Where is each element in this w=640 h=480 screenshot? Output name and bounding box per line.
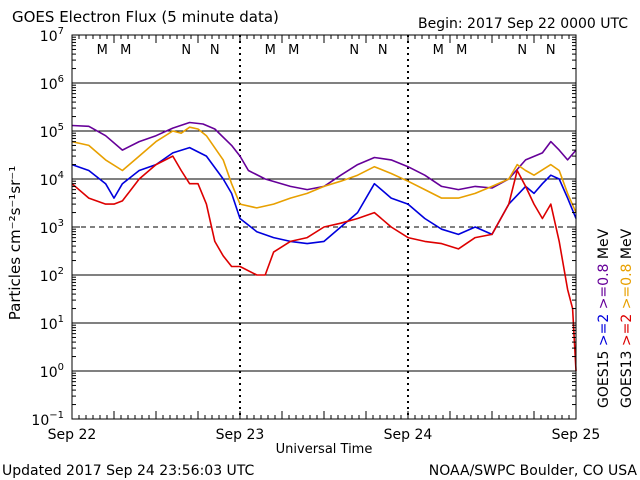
legend-item: >=2 [619,309,635,346]
y-tick-label: 102 [40,266,64,285]
y-axis-label: Particles cm⁻²s⁻¹sr⁻¹ [6,166,24,320]
y-tick-label: 106 [40,74,64,93]
mn-marker: M [265,43,276,58]
x-tick-label: Sep 22 [48,427,97,443]
legend-entry: GOES15 >=2 >=0.8 MeV [596,228,612,408]
legend-item: >=0.8 [596,259,612,309]
x-tick-label: Sep 25 [552,427,601,443]
series-line [71,126,577,213]
y-tick-label: 103 [40,218,64,237]
series-layer [71,121,577,372]
legend-item: MeV [596,228,612,259]
mn-marker: N [181,43,191,58]
y-tick-label: 101 [40,314,64,333]
y-tick-label: 107 [40,26,64,45]
legend-item: MeV [619,228,635,259]
x-axis-label: Universal Time [276,442,373,457]
mn-marker: M [288,43,299,58]
grid-layer [72,35,576,419]
x-tick-label: Sep 24 [384,427,433,443]
mn-marker: N [546,43,556,58]
series-line [71,121,577,191]
y-tick-label: 105 [40,122,64,141]
series-line [71,155,577,372]
x-tick-label: Sep 23 [216,427,265,443]
legend-entry: GOES13 >=2 >=0.8 MeV [619,228,635,408]
mn-marker: M [120,43,131,58]
chart-title: GOES Electron Flux (5 minute data) [12,8,279,26]
mn-marker: M [456,43,467,58]
mn-marker: M [433,43,444,58]
y-tick-label: 10−1 [31,410,64,429]
legend-item: >=0.8 [619,259,635,309]
legend: GOES15 >=2 >=0.8 MeV GOES13 >=2 >=0.8 Me… [596,228,635,408]
legend-item: >=2 [596,309,612,346]
begin-time-label: Begin: 2017 Sep 22 0000 UTC [418,16,628,32]
x-axis-ticks: Sep 22 Sep 23 Sep 24 Sep 25 [48,35,601,443]
mn-marker: N [378,43,388,58]
mn-marker: M [97,43,108,58]
y-tick-label: 104 [40,170,64,189]
legend-satellite: GOES15 [596,346,612,408]
mn-marker: N [349,43,359,58]
legend-satellite: GOES13 [619,346,635,408]
series-line [71,146,577,245]
y-tick-label: 100 [40,362,64,381]
mn-marker: N [517,43,527,58]
updated-timestamp: Updated 2017 Sep 24 23:56:03 UTC [2,463,255,479]
mn-marker: N [210,43,220,58]
y-axis-ticks: 107 106 105 104 103 102 101 100 10−1 [31,26,576,429]
credit-label: NOAA/SWPC Boulder, CO USA [429,463,638,479]
